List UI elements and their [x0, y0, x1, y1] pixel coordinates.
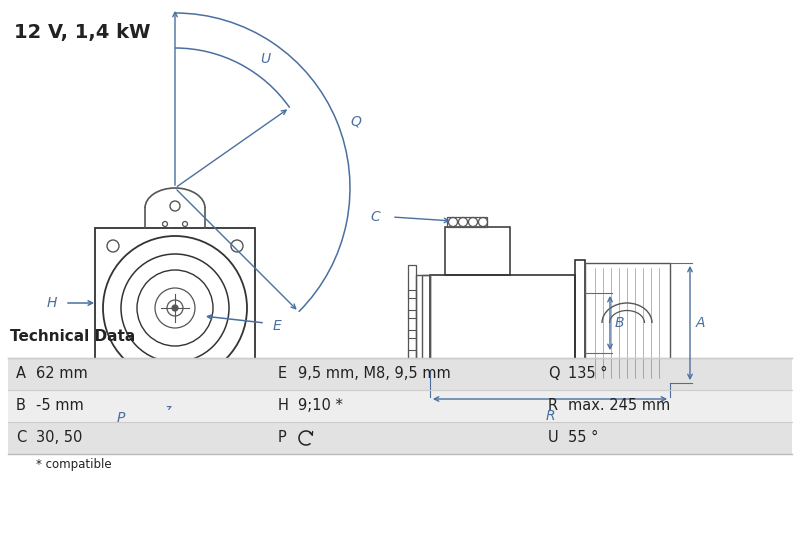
- Text: -5 mm: -5 mm: [36, 399, 84, 414]
- Text: H: H: [278, 399, 289, 414]
- Text: U: U: [261, 52, 270, 66]
- Bar: [8, 422, 792, 454]
- Text: Technical Data: Technical Data: [10, 329, 135, 344]
- Bar: [408, 330, 416, 338]
- Circle shape: [172, 305, 178, 311]
- Bar: [445, 227, 510, 275]
- Text: max. 245 mm: max. 245 mm: [568, 399, 670, 414]
- Text: E: E: [278, 367, 287, 382]
- Text: C: C: [370, 210, 380, 224]
- Text: 12 V, 1,4 kW: 12 V, 1,4 kW: [14, 23, 150, 42]
- Text: P: P: [117, 411, 125, 425]
- Bar: [575, 260, 585, 386]
- Bar: [430, 275, 575, 371]
- Text: H: H: [46, 296, 57, 310]
- Text: 9;10 *: 9;10 *: [298, 399, 343, 414]
- Text: * compatible: * compatible: [36, 458, 112, 471]
- Text: 135 °: 135 °: [568, 367, 607, 382]
- Bar: [422, 275, 430, 385]
- Text: 30, 50: 30, 50: [36, 431, 82, 446]
- Text: P: P: [278, 431, 286, 446]
- Text: Q: Q: [351, 115, 362, 129]
- Text: 55 °: 55 °: [568, 431, 598, 446]
- Text: C: C: [16, 431, 26, 446]
- Text: U: U: [548, 431, 558, 446]
- Text: R: R: [548, 399, 558, 414]
- Text: R: R: [545, 409, 555, 423]
- Bar: [408, 290, 416, 298]
- Text: E: E: [273, 319, 282, 333]
- Text: A: A: [16, 367, 26, 382]
- Text: B: B: [16, 399, 26, 414]
- Bar: [8, 358, 792, 390]
- Bar: [8, 390, 792, 422]
- Bar: [416, 275, 430, 397]
- Text: 9,5 mm, M8, 9,5 mm: 9,5 mm, M8, 9,5 mm: [298, 367, 450, 382]
- Text: 62 mm: 62 mm: [36, 367, 88, 382]
- Text: B: B: [615, 316, 625, 330]
- Text: A: A: [696, 316, 706, 330]
- Bar: [408, 350, 416, 358]
- Text: Q: Q: [548, 367, 560, 382]
- Bar: [447, 217, 487, 227]
- Bar: [585, 263, 670, 383]
- Bar: [408, 265, 416, 381]
- Bar: [408, 310, 416, 318]
